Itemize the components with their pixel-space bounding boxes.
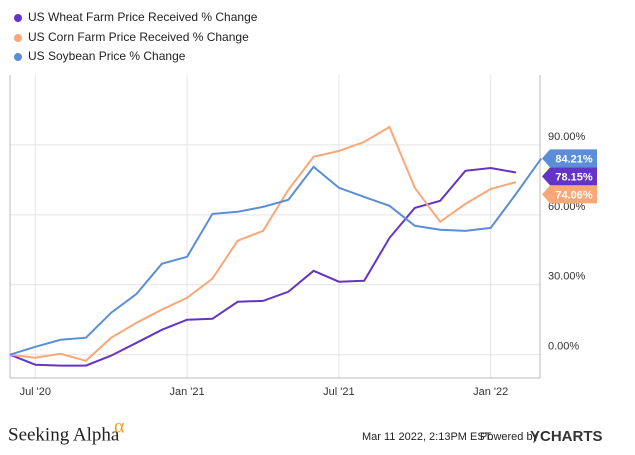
x-tick-label: Jan '21 (170, 386, 205, 398)
legend-marker (14, 14, 22, 22)
y-tick-label: 0.00% (548, 341, 579, 353)
timestamp: Mar 11 2022, 2:13PM EST. (362, 431, 493, 443)
legend-label: US Wheat Farm Price Received % Change (28, 10, 258, 24)
legend-marker (14, 53, 22, 61)
y-tick-label: 60.00% (548, 201, 586, 213)
source: YCHARTS (530, 428, 603, 445)
powered-by: Powered by (480, 431, 539, 443)
end-badge (542, 185, 597, 204)
legend-marker (14, 34, 22, 42)
end-label: 84.21% (555, 153, 593, 165)
legend-label: US Soybean Price % Change (28, 49, 186, 63)
series-line (9, 125, 517, 362)
x-tick-label: Jul '21 (323, 386, 354, 398)
y-tick-label: 30.00% (548, 271, 586, 283)
plot-frame (9, 75, 541, 379)
end-badge (542, 149, 597, 168)
brand-logo: α (114, 416, 125, 438)
x-tick-label: Jan '22 (473, 386, 508, 398)
end-label: 78.15% (555, 171, 593, 183)
series-line (9, 166, 517, 367)
y-tick-label: 90.00% (548, 131, 586, 143)
series-line (9, 157, 543, 356)
x-tick-label: Jul '20 (20, 386, 51, 398)
end-label: 74.06% (555, 189, 593, 201)
brand: Seeking Alpha (8, 424, 120, 445)
legend-label: US Corn Farm Price Received % Change (28, 30, 249, 44)
end-badge (542, 167, 597, 186)
